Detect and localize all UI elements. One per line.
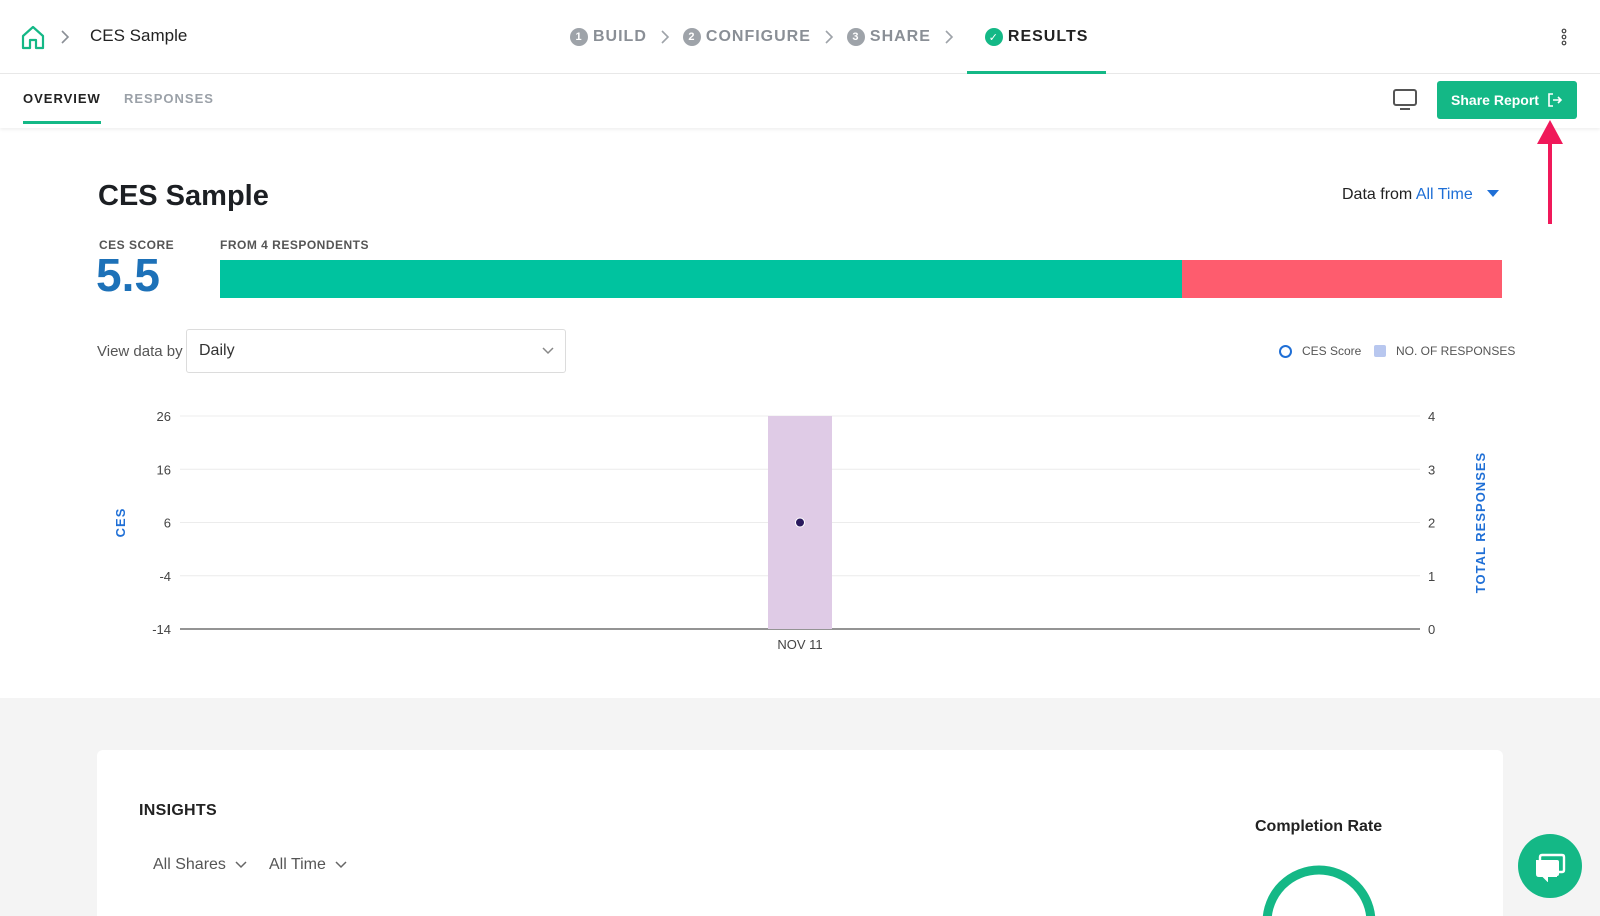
data-from-label: Data from: [1342, 186, 1413, 203]
step-number: 3: [846, 28, 865, 46]
top-bar: CES Sample 1 BUILD 2 CONFIGURE 3 SHARE ✓…: [0, 0, 1600, 75]
chevron-down-icon: [335, 861, 347, 869]
monitor-icon[interactable]: [1392, 88, 1418, 112]
y2-axis-title: TOTAL RESPONSES: [1473, 452, 1488, 593]
more-options-icon[interactable]: [1560, 27, 1568, 47]
chevron-right-icon: [661, 30, 670, 44]
completion-rate-title: Completion Rate: [1255, 818, 1383, 835]
view-by-label: View data by: [97, 343, 183, 360]
y2-tick-label: 4: [1428, 409, 1435, 424]
share-report-button[interactable]: Share Report: [1437, 81, 1577, 119]
y2-tick-label: 0: [1428, 622, 1435, 637]
y-axis-title: CES: [113, 508, 128, 538]
y2-tick-label: 3: [1428, 462, 1435, 477]
chevron-right-icon: [945, 30, 954, 44]
step-configure[interactable]: 2 CONFIGURE: [682, 0, 811, 74]
step-number: 1: [570, 28, 588, 46]
chevron-down-icon: [235, 861, 247, 869]
chat-icon: [1536, 853, 1566, 882]
view-by-value: Daily: [199, 342, 235, 359]
negative-segment: [1181, 260, 1502, 298]
step-label: RESULTS: [1007, 28, 1089, 45]
y-tick-label: 6: [164, 516, 171, 531]
chevron-right-icon: [61, 30, 70, 44]
annotation-arrow: [1537, 120, 1563, 224]
view-by-select[interactable]: Daily: [186, 329, 566, 373]
ces-score-value: 5.5: [96, 249, 160, 301]
step-nav: 1 BUILD 2 CONFIGURE 3 SHARE ✓ RESULTS: [570, 0, 1107, 75]
chevron-right-icon: [825, 30, 834, 44]
x-tick-label: NOV 11: [777, 637, 822, 652]
data-from-value[interactable]: All Time: [1415, 186, 1473, 203]
ces-chart: 26 16 6 -4 -14 4 3 2 1 0 CES TOTAL RESPONSES NOV 11: [113, 409, 1488, 652]
positive-segment: [220, 260, 1182, 298]
ces-distribution-bar: [220, 260, 1502, 298]
ces-score-point: [795, 517, 805, 528]
step-number: 2: [682, 28, 701, 46]
legend-ces[interactable]: CES Score: [1279, 344, 1361, 358]
time-filter[interactable]: All Time: [269, 856, 348, 874]
tab-responses[interactable]: RESPONSES: [124, 91, 214, 106]
check-icon: ✓: [984, 28, 1003, 46]
share-report-label: Share Report: [1451, 92, 1539, 108]
y-tick-label: 26: [157, 409, 171, 424]
chat-button[interactable]: [1518, 834, 1582, 898]
legend-square-icon: [1374, 345, 1386, 357]
caret-down-icon[interactable]: [1487, 190, 1500, 197]
y-tick-label: -4: [159, 569, 171, 584]
time-filter-label: All Time: [269, 856, 326, 873]
data-range-filter[interactable]: Data from All Time: [1342, 186, 1500, 204]
shares-filter-label: All Shares: [153, 856, 226, 873]
home-icon[interactable]: [20, 24, 46, 50]
step-label: BUILD: [593, 28, 647, 45]
sub-nav-bar: OVERVIEW RESPONSES Share Report: [0, 74, 1600, 128]
chevron-down-icon: [542, 347, 554, 355]
legend-circle-icon: [1279, 344, 1292, 358]
legend-responses[interactable]: NO. OF RESPONSES: [1374, 344, 1515, 358]
export-icon: [1548, 93, 1563, 107]
page-title: CES Sample: [98, 180, 269, 212]
shares-filter[interactable]: All Shares: [153, 856, 248, 874]
legend-ces-label: CES Score: [1302, 344, 1362, 358]
step-share[interactable]: 3 SHARE: [846, 0, 931, 74]
y-tick-label: 16: [157, 462, 171, 477]
step-build[interactable]: 1 BUILD: [570, 0, 647, 74]
ces-score-label: CES SCORE: [99, 238, 175, 252]
breadcrumb-title[interactable]: CES Sample: [90, 26, 188, 45]
overview-panel: CES Sample Data from All Time CES SCORE …: [0, 128, 1600, 698]
legend-responses-label: NO. OF RESPONSES: [1396, 344, 1516, 358]
y2-tick-label: 2: [1428, 516, 1435, 531]
step-label: CONFIGURE: [705, 28, 811, 45]
y2-tick-label: 1: [1428, 569, 1435, 584]
insights-card: INSIGHTS All Shares All Time Completion …: [97, 750, 1503, 916]
step-results[interactable]: ✓ RESULTS: [966, 0, 1107, 75]
completion-rate-donut: [1262, 865, 1376, 916]
step-label: SHARE: [869, 28, 931, 45]
insights-title: INSIGHTS: [139, 802, 217, 819]
y-tick-label: -14: [152, 622, 171, 637]
tab-overview[interactable]: OVERVIEW: [23, 91, 101, 124]
respondents-label: FROM 4 RESPONDENTS: [220, 238, 370, 252]
